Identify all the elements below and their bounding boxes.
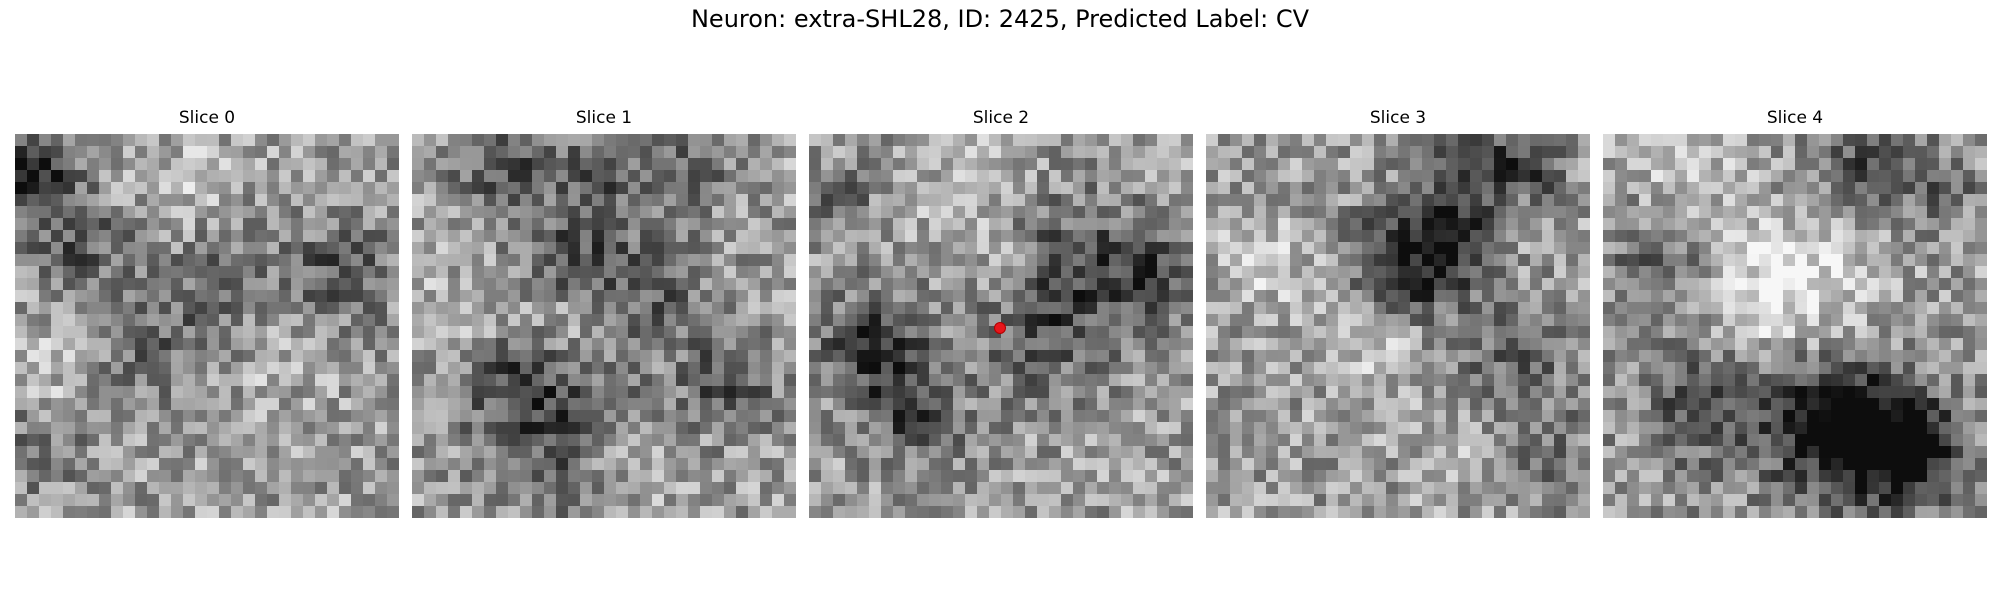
slice-title-4: Slice 4 bbox=[1766, 108, 1824, 128]
slice-title-0: Slice 0 bbox=[178, 108, 236, 128]
center-marker bbox=[994, 322, 1006, 334]
figure-title: Neuron: extra-SHL28, ID: 2425, Predicted… bbox=[690, 5, 1310, 33]
slice-image-1 bbox=[412, 134, 796, 518]
slice-title-1: Slice 1 bbox=[575, 108, 633, 128]
slice-title-2: Slice 2 bbox=[972, 108, 1030, 128]
slice-image-0 bbox=[15, 134, 399, 518]
slice-title-3: Slice 3 bbox=[1369, 108, 1427, 128]
slice-image-3 bbox=[1206, 134, 1590, 518]
slice-image-4 bbox=[1603, 134, 1987, 518]
